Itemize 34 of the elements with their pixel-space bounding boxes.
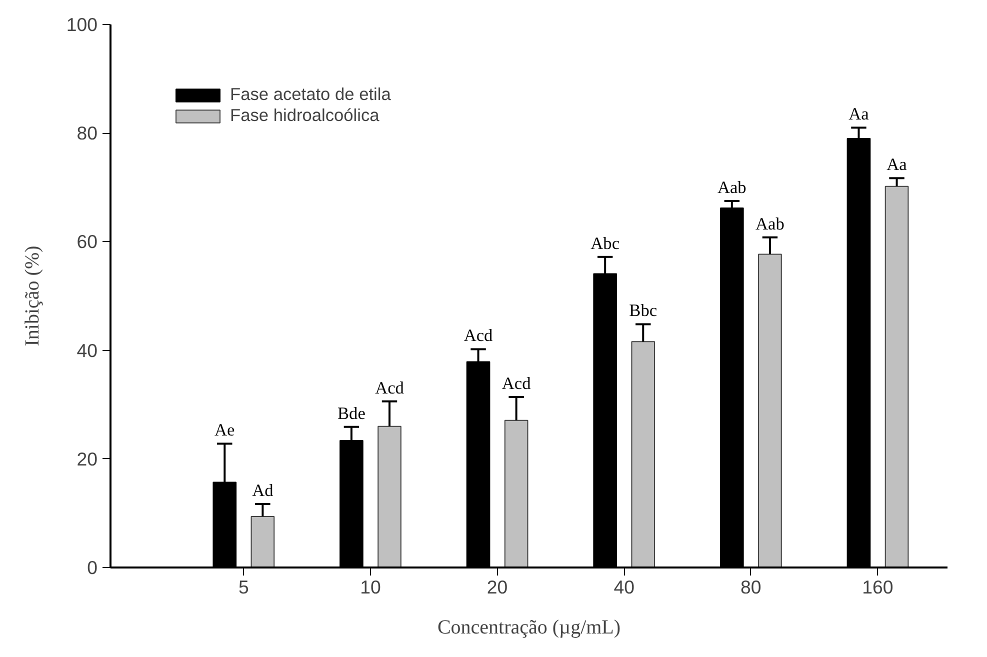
legend-label: Fase hidroalcoólica	[230, 105, 380, 126]
x-tick-label: 80	[740, 576, 762, 598]
data-label: Bbc	[629, 301, 658, 320]
y-tick-label: 80	[76, 122, 98, 144]
data-label: Acd	[502, 374, 532, 393]
y-tick-label: 20	[76, 448, 98, 470]
y-tick-label: 40	[76, 340, 98, 361]
x-tick-label: 160	[862, 576, 894, 598]
x-axis-title: Concentração (µg/mL)	[437, 616, 621, 638]
data-label: Abc	[590, 234, 620, 253]
x-tick-label: 5	[238, 576, 249, 598]
data-label: Aab	[717, 178, 746, 197]
data-label: Aa	[886, 155, 908, 174]
x-tick-label: 40	[614, 576, 635, 598]
data-label: Bde	[338, 404, 366, 423]
bar	[884, 186, 909, 568]
bar	[758, 254, 782, 568]
data-label: Acd	[375, 378, 404, 398]
bar	[378, 426, 402, 568]
y-tick-label: 100	[66, 14, 98, 35]
y-axis-title: Inibição (%)	[21, 246, 44, 346]
y-tick-label: 60	[76, 231, 98, 252]
legend-label: Fase acetato de etila	[230, 84, 391, 105]
bar	[504, 420, 528, 568]
data-label: Ae	[214, 420, 236, 440]
bar	[250, 516, 275, 568]
data-label: Acd	[464, 326, 494, 346]
x-tick-label: 10	[360, 576, 381, 598]
x-tick-label: 20	[486, 576, 508, 598]
data-label: Aa	[848, 104, 870, 124]
bar	[631, 341, 656, 568]
data-label: Ad	[252, 480, 274, 500]
data-label: Aab	[756, 214, 784, 234]
y-tick-label: 0	[87, 557, 98, 578]
